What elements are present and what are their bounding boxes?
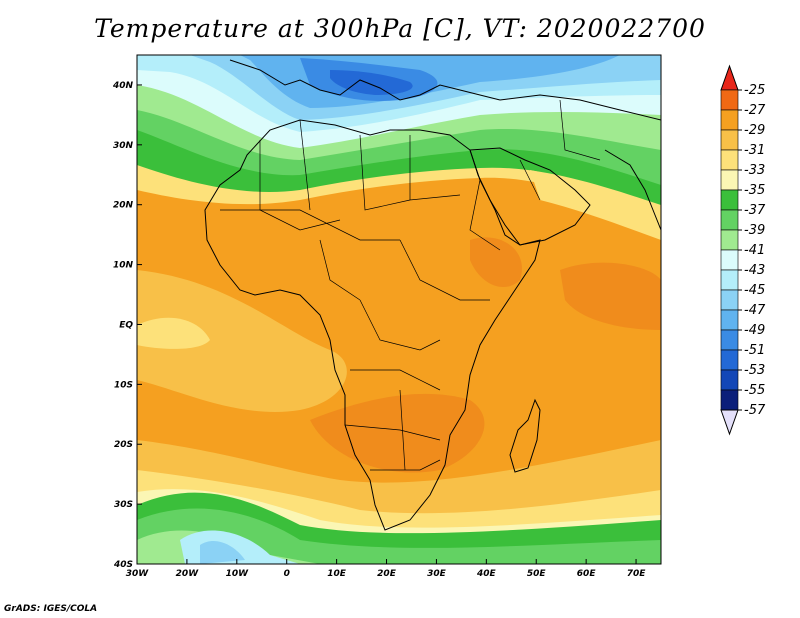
border-9 bbox=[350, 369, 441, 391]
colorbar-segment bbox=[720, 149, 739, 171]
country-borders bbox=[220, 99, 601, 471]
border-15 bbox=[559, 99, 601, 161]
colorbar-label: -57 bbox=[744, 403, 766, 418]
colorbar-label: -39 bbox=[744, 223, 765, 238]
colorbar-label: -29 bbox=[744, 123, 765, 138]
border-3 bbox=[359, 134, 411, 211]
map-frame bbox=[136, 54, 662, 565]
lat-label: 40N bbox=[112, 81, 134, 91]
border-13 bbox=[469, 179, 501, 251]
colorbar-label: -33 bbox=[744, 163, 765, 178]
colorbar-top-arrow bbox=[720, 64, 739, 91]
border-6 bbox=[319, 239, 361, 301]
lon-label: 50E bbox=[527, 569, 547, 579]
field-gulf-guinea bbox=[137, 317, 210, 349]
lon-label: 70E bbox=[627, 569, 647, 579]
colorbar-segment bbox=[720, 389, 739, 411]
colorbar-segment bbox=[720, 169, 739, 191]
lon-label: 0 bbox=[284, 569, 290, 579]
colorbar-label: -45 bbox=[744, 283, 765, 298]
colorbar-segment bbox=[720, 209, 739, 231]
border-11 bbox=[370, 459, 441, 471]
border-5 bbox=[220, 209, 400, 241]
colorbar-label: -31 bbox=[744, 143, 765, 158]
colorbar-segment bbox=[720, 129, 739, 151]
colorbar-label: -37 bbox=[744, 203, 766, 218]
field-atlantic-band bbox=[137, 270, 347, 413]
border-12 bbox=[399, 389, 406, 471]
colorbar-segment bbox=[720, 349, 739, 371]
colorbar-label: -35 bbox=[744, 183, 765, 198]
colorbar-segment bbox=[720, 289, 739, 311]
field-arabia-band bbox=[530, 170, 661, 240]
lat-label: 20S bbox=[114, 440, 133, 450]
lon-label: 20E bbox=[377, 569, 397, 579]
coastlines bbox=[204, 59, 661, 531]
colorbar-segment bbox=[720, 249, 739, 271]
field-south-band-5 bbox=[137, 508, 661, 564]
colorbar-segment bbox=[720, 189, 739, 211]
field-southern-africa bbox=[310, 393, 485, 473]
colorbar-label: -43 bbox=[744, 263, 765, 278]
india-coastline bbox=[604, 149, 661, 231]
colorbar-segment bbox=[720, 329, 739, 351]
border-1 bbox=[259, 140, 341, 231]
europe-coastline bbox=[229, 59, 501, 101]
lat-label: 40S bbox=[113, 560, 133, 570]
border-4 bbox=[409, 135, 461, 201]
lon-label: 30E bbox=[427, 569, 447, 579]
colorbar-label: -51 bbox=[744, 343, 765, 358]
madagascar-coastline bbox=[509, 398, 541, 473]
border-8 bbox=[359, 299, 441, 351]
lat-label: 20N bbox=[113, 201, 134, 211]
lon-label: 10W bbox=[226, 569, 250, 579]
temperature-field bbox=[137, 55, 661, 564]
lat-label: EQ bbox=[119, 320, 133, 330]
colorbar-segment bbox=[720, 269, 739, 291]
border-7 bbox=[399, 239, 490, 301]
colorbar-segment bbox=[720, 89, 739, 111]
lat-label: 10S bbox=[114, 380, 133, 390]
colorbar-bottom-arrow bbox=[720, 409, 739, 436]
border-10 bbox=[344, 424, 441, 441]
lon-label: 40E bbox=[476, 569, 497, 579]
colorbar-segment bbox=[720, 229, 739, 251]
border-2 bbox=[299, 119, 311, 211]
colorbar-label: -55 bbox=[744, 383, 765, 398]
lon-label: 20W bbox=[176, 569, 200, 579]
field-horn-africa bbox=[470, 237, 522, 288]
colorbar: -25 -27 -29 -31 -33 -35 -37 -39 -41 -43 -45 -47 -49 -… bbox=[720, 64, 766, 436]
colorbar-label: -27 bbox=[744, 103, 766, 118]
border-14 bbox=[519, 159, 541, 201]
colorbar-label: -53 bbox=[744, 363, 765, 378]
colorbar-segment bbox=[720, 369, 739, 391]
lon-label: 10E bbox=[327, 569, 347, 579]
arabia-coastline bbox=[469, 147, 591, 246]
lon-label: 30W bbox=[126, 569, 150, 579]
grads-credit: GrADS: IGES/COLA bbox=[4, 604, 98, 614]
map-title: Temperature at 300hPa [C], VT: 202002270… bbox=[94, 14, 706, 43]
lat-label: 10N bbox=[113, 261, 134, 271]
africa-coastline bbox=[204, 119, 541, 531]
colorbar-segment bbox=[720, 309, 739, 331]
lon-label: 60E bbox=[577, 569, 597, 579]
colorbar-segment bbox=[720, 109, 739, 131]
asia-coastline bbox=[499, 94, 661, 121]
lat-label: 30S bbox=[114, 500, 133, 510]
field-south-band-8 bbox=[200, 540, 245, 564]
field-north-band-10 bbox=[330, 70, 413, 95]
colorbar-label: -49 bbox=[744, 323, 765, 338]
lat-label: 30N bbox=[113, 141, 134, 151]
field-arabian-sea bbox=[560, 262, 661, 330]
colorbar-label: -47 bbox=[744, 303, 766, 318]
colorbar-label: -25 bbox=[744, 83, 765, 98]
map-axes: 30W 20W 10W 0 10E 20E 30E 40E 50E 60E 70E 40N 30N 20N… bbox=[112, 81, 646, 579]
colorbar-label: -41 bbox=[744, 243, 765, 258]
